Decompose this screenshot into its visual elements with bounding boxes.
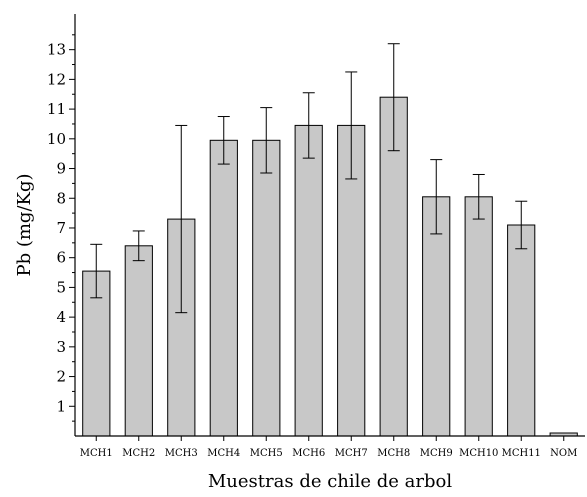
- y-tick-label: 4: [56, 308, 66, 326]
- x-tick-label: MCH1: [80, 448, 113, 459]
- bar-mch2: [124, 245, 153, 437]
- y-tick-label: 2: [56, 368, 66, 386]
- bar-mch11: [507, 224, 536, 437]
- y-tick-label: 8: [56, 189, 66, 207]
- x-tick-label: MCH11: [502, 448, 541, 459]
- bar-mch10: [464, 196, 493, 437]
- y-tick-label: 12: [47, 70, 66, 88]
- y-tick-label: 7: [56, 219, 66, 237]
- bar-mch1: [82, 270, 111, 437]
- y-tick-label: 13: [47, 41, 66, 59]
- x-tick-label: MCH4: [207, 448, 240, 459]
- axes-group: [74, 14, 585, 437]
- y-tick-label: 10: [47, 130, 66, 148]
- y-axis-title: Pb (mg/Kg): [14, 173, 35, 276]
- bar-mch8: [379, 96, 408, 437]
- y-tick-label: 11: [47, 100, 66, 118]
- x-tick-label: NOM: [550, 448, 577, 459]
- bar-mch5: [252, 139, 281, 437]
- x-tick-label: MCH6: [292, 448, 325, 459]
- bar-mch4: [209, 139, 238, 437]
- x-tick-label: MCH9: [420, 448, 453, 459]
- y-tick-label: 1: [56, 397, 66, 415]
- y-tick-label: 9: [56, 160, 66, 178]
- y-tick-label: 3: [56, 338, 66, 356]
- x-tick-label: MCH7: [335, 448, 368, 459]
- y-tick-label: 6: [56, 249, 66, 267]
- x-tick-label: MCH10: [459, 448, 498, 459]
- x-tick-label: MCH8: [377, 448, 410, 459]
- x-tick-label: MCH2: [122, 448, 155, 459]
- bars-group: [82, 96, 578, 437]
- error-bars-group: [90, 43, 528, 314]
- y-tick-label: 5: [56, 278, 66, 296]
- x-tick-label: MCH5: [250, 448, 283, 459]
- x-axis-title: Muestras de chile de arbol: [208, 471, 452, 492]
- x-ticks-group: MCH1 MCH2 MCH3 MCH4 MCH5 MCH6 MCH7 MCH8 MCH9 MCH1…: [80, 436, 577, 459]
- bar-mch6: [294, 124, 323, 437]
- x-tick-label: MCH3: [165, 448, 198, 459]
